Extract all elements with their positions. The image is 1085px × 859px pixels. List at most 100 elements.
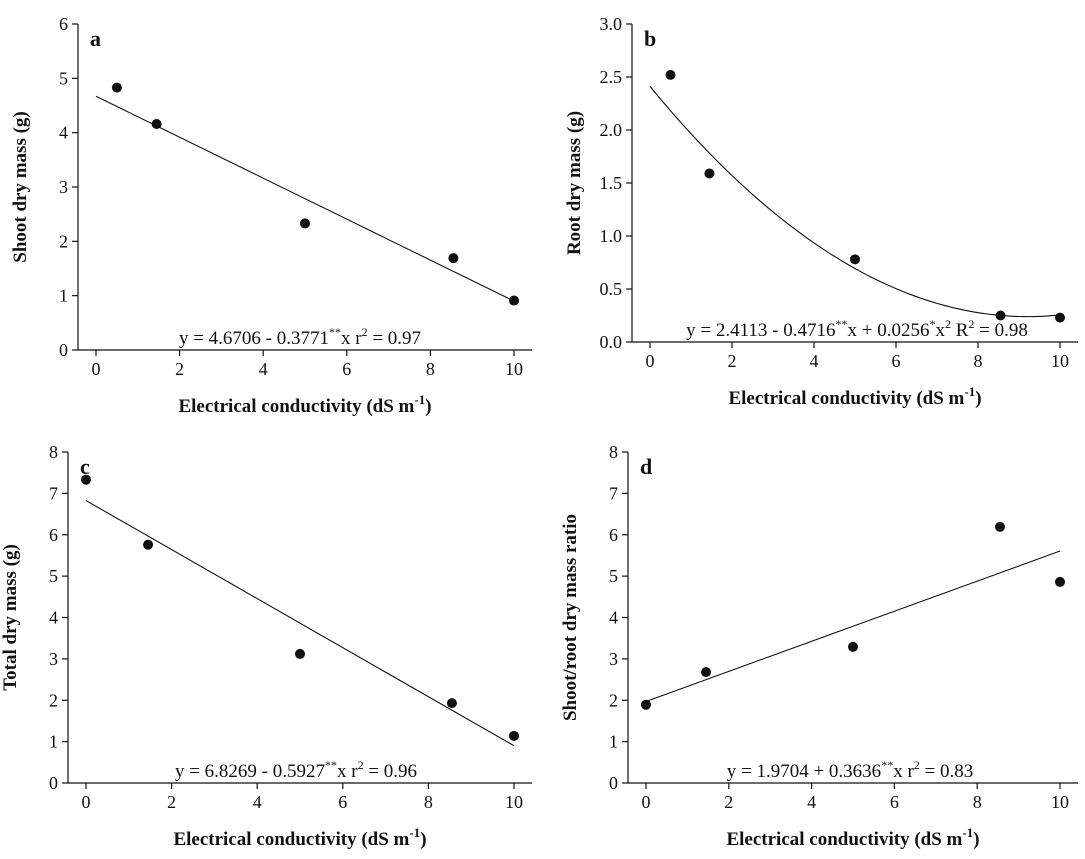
x-tick-label: 10 (505, 359, 523, 379)
x-axis-label: Electrical conductivity (dS m-1) (728, 384, 981, 409)
y-tick-label: 0 (59, 340, 68, 360)
x-tick-label: 4 (810, 351, 819, 371)
panel-label: d (640, 454, 652, 479)
y-tick-label: 0.0 (600, 332, 623, 352)
y-tick-label: 2.0 (600, 120, 623, 140)
data-point (1055, 312, 1065, 323)
data-point (1055, 576, 1065, 587)
y-tick-label: 3 (609, 649, 618, 669)
fit-line (85, 500, 515, 747)
x-tick-label: 10 (505, 792, 523, 812)
x-tick-label: 4 (253, 792, 262, 812)
y-tick-label: 2.5 (600, 67, 623, 87)
panel-label: b (644, 26, 656, 51)
data-point (995, 310, 1006, 321)
data-point (295, 648, 305, 659)
x-tick-label: 2 (728, 351, 737, 371)
y-axis-label: Shoot dry mass (g) (10, 111, 31, 262)
y-tick-label: 0 (609, 773, 618, 793)
data-point (701, 667, 712, 678)
data-point (111, 82, 122, 93)
y-tick-label: 6 (49, 525, 58, 545)
data-point (704, 168, 715, 179)
data-point (509, 730, 519, 741)
y-tick-label: 3 (59, 177, 68, 197)
data-point (641, 699, 651, 710)
y-tick-label: 0.5 (600, 279, 623, 299)
y-tick-label: 4 (49, 608, 58, 628)
data-point (665, 69, 676, 80)
y-axis-label: Total dry mass (g) (0, 544, 21, 691)
panel-b: 0.0 0.5 1.0 1.5 2.0 2.5 3.0 0 2 4 6 8 10 Root dry mas… (564, 14, 1078, 409)
x-axis-label: Electrical conductivity (dS m-1) (726, 825, 979, 850)
y-tick-label: 2 (59, 231, 68, 251)
data-point (850, 254, 860, 265)
y-tick-label: 4 (59, 123, 68, 143)
y-tick-label: 1 (609, 732, 618, 752)
x-tick-label: 6 (342, 359, 351, 379)
x-tick-label: 4 (807, 792, 816, 812)
x-tick-label: 2 (175, 359, 184, 379)
x-tick-label: 6 (892, 351, 901, 371)
y-tick-label: 2 (609, 690, 618, 710)
x-tick-label: 2 (167, 792, 176, 812)
x-tick-label: 0 (82, 792, 91, 812)
y-tick-label: 5 (59, 68, 68, 88)
panel-d: 0 1 2 3 4 5 6 7 8 0 2 4 6 8 10 Shoot/root dry mass rati… (560, 442, 1078, 850)
y-axis-label: Root dry mass (g) (564, 111, 585, 255)
x-tick-label: 8 (426, 359, 435, 379)
data-point (143, 539, 154, 550)
y-tick-label: 1.0 (600, 226, 623, 246)
x-tick-label: 8 (424, 792, 433, 812)
data-point (448, 253, 459, 264)
panel-label: a (90, 26, 101, 51)
x-tick-label: 4 (259, 359, 268, 379)
regression-equation: y = 1.9704 + 0.3636**x r2 = 0.83 (727, 758, 973, 782)
y-axis-label: Shoot/root dry mass ratio (560, 514, 581, 721)
panel-c: 0 1 2 3 4 5 6 7 8 0 2 4 6 8 10 Total dry mass (g) Electr… (0, 442, 532, 850)
panel-a: 0 1 2 3 4 5 6 0 2 4 6 8 10 Shoot dry mass (g) Electric… (10, 14, 532, 417)
data-point (81, 474, 91, 485)
x-tick-label: 10 (1051, 792, 1069, 812)
regression-equation: y = 2.4113 - 0.4716**x + 0.0256*x2 R2 = … (686, 317, 1028, 341)
y-tick-label: 0 (49, 773, 58, 793)
x-tick-label: 8 (974, 351, 983, 371)
y-tick-label: 1 (49, 732, 58, 752)
x-tick-label: 6 (890, 792, 899, 812)
data-point (446, 698, 457, 709)
y-tick-label: 6 (59, 14, 68, 34)
data-point (151, 118, 162, 129)
y-tick-label: 6 (609, 525, 618, 545)
x-tick-label: 0 (646, 351, 655, 371)
x-tick-label: 10 (1051, 351, 1069, 371)
data-point (994, 521, 1005, 532)
y-tick-label: 7 (609, 483, 618, 503)
fit-line (645, 550, 1061, 702)
data-point (300, 218, 310, 229)
y-tick-label: 8 (609, 442, 618, 462)
data-point (848, 641, 858, 652)
y-tick-label: 7 (49, 483, 58, 503)
x-tick-label: 6 (338, 792, 347, 812)
x-tick-label: 2 (724, 792, 733, 812)
x-tick-label: 8 (973, 792, 982, 812)
y-tick-label: 3 (49, 649, 58, 669)
x-tick-label: 0 (642, 792, 651, 812)
x-axis-label: Electrical conductivity (dS m-1) (178, 392, 431, 417)
regression-equation: y = 6.8269 - 0.5927**x r2 = 0.96 (175, 758, 417, 782)
y-tick-label: 2 (49, 690, 58, 710)
data-point (509, 295, 519, 306)
fit-line (649, 86, 1061, 318)
y-tick-label: 4 (609, 608, 618, 628)
y-tick-label: 5 (49, 566, 58, 586)
y-tick-label: 8 (49, 442, 58, 462)
regression-equation: y = 4.6706 - 0.3771**x r2 = 0.97 (179, 325, 421, 349)
fit-line (95, 95, 515, 302)
x-axis-label: Electrical conductivity (dS m-1) (173, 825, 426, 850)
y-tick-label: 1.5 (600, 173, 623, 193)
panel-label: c (80, 454, 90, 479)
x-tick-label: 0 (92, 359, 101, 379)
y-tick-label: 3.0 (600, 14, 623, 34)
y-tick-label: 5 (609, 566, 618, 586)
